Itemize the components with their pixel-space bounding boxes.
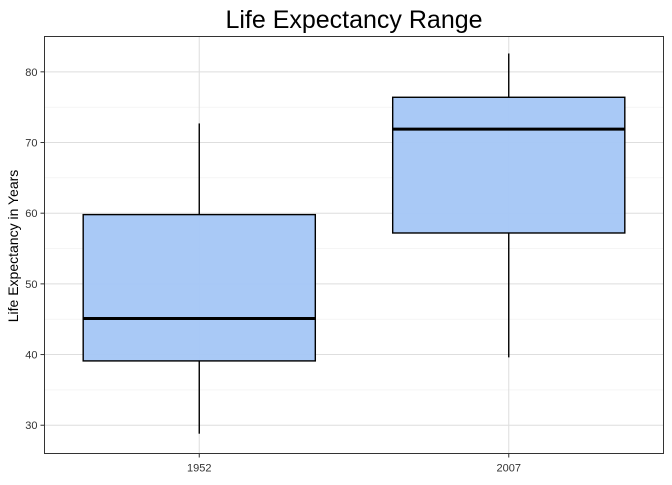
- x-tick-label: 2007: [497, 463, 521, 475]
- y-tick-label: 30: [25, 420, 37, 432]
- y-tick-label: 70: [25, 138, 37, 150]
- y-tick-label: 80: [25, 67, 37, 79]
- y-tick-label: 40: [25, 350, 37, 362]
- y-tick-label: 50: [25, 279, 37, 291]
- axis-layer: 30 40 50 60 70 80 1952 2007: [25, 67, 521, 475]
- box-iqr: [391, 96, 626, 234]
- box-layer: [82, 53, 626, 434]
- y-tick-label: 60: [25, 208, 37, 220]
- chart-title: Life Expectancy Range: [225, 6, 482, 34]
- plot-panel-border: [44, 36, 664, 454]
- y-axis-label: Life Expectancy in Years: [5, 170, 21, 323]
- x-tick-label: 1952: [187, 463, 211, 475]
- box-iqr: [82, 213, 317, 362]
